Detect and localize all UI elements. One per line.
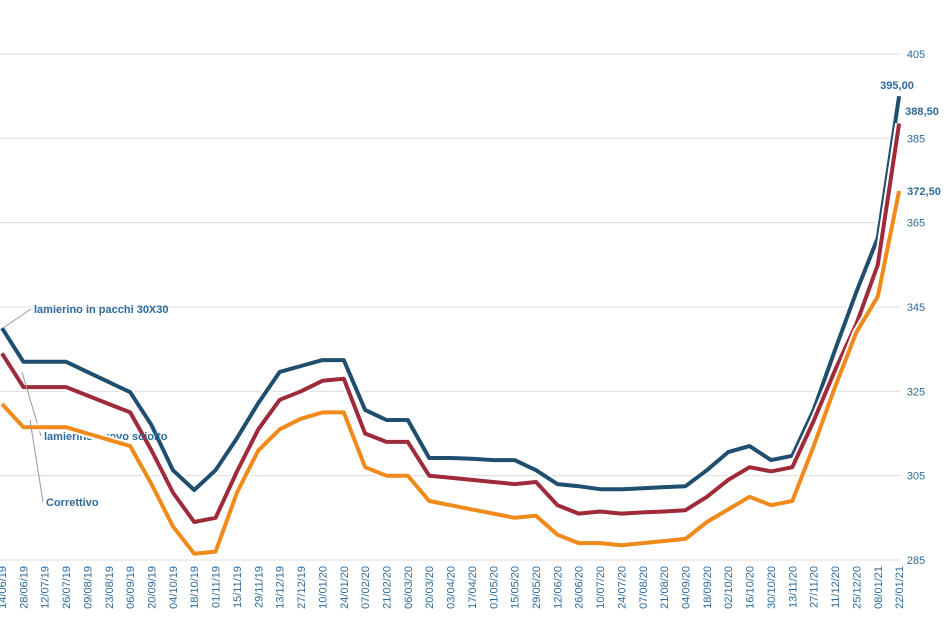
x-tick-label: 25/12/20: [851, 566, 863, 609]
x-tick-label: 08/01/21: [873, 566, 885, 609]
x-tick-label: 29/05/20: [531, 566, 543, 609]
x-tick-label: 29/11/19: [253, 566, 265, 608]
x-tick-label: 20/03/20: [424, 566, 436, 609]
x-tick-label: 10/07/20: [595, 566, 607, 609]
x-tick-label: 04/09/20: [681, 566, 693, 609]
y-tick-label: 305: [907, 471, 925, 483]
x-tick-label: 07/02/20: [360, 566, 372, 609]
x-tick-label: 11/12/20: [830, 566, 842, 608]
series-line: [0, 95, 902, 492]
y-tick-label: 365: [907, 218, 925, 230]
value-label: 395,00: [880, 80, 914, 92]
series-line: [0, 190, 902, 556]
x-tick-label: 12/06/20: [552, 566, 564, 609]
x-tick-label: 24/07/20: [616, 566, 628, 609]
value-label: 372,50: [907, 186, 941, 198]
value-label: 388,50: [905, 106, 939, 118]
x-tick-label: 06/09/19: [125, 566, 137, 609]
y-tick-label: 405: [907, 49, 925, 61]
x-tick-label: 28/06/19: [18, 566, 30, 609]
x-tick-label: 13/12/19: [275, 566, 287, 609]
leader-line: [29, 419, 44, 503]
x-tick-label: 06/03/20: [403, 566, 415, 609]
x-tick-label: 21/08/20: [659, 566, 671, 609]
x-tick-label: 07/08/20: [638, 566, 650, 609]
x-tick-label: 18/09/20: [702, 566, 714, 609]
x-tick-label: 12/07/19: [40, 566, 52, 609]
y-tick-label: 385: [907, 133, 925, 145]
x-tick-label: 04/10/19: [168, 566, 180, 609]
series-line: [0, 123, 902, 524]
x-tick-label: 27/11/20: [809, 566, 821, 608]
x-tick-label: 17/04/20: [467, 566, 479, 609]
y-tick-label: 325: [907, 386, 925, 398]
x-tick-label: 26/06/20: [574, 566, 586, 609]
x-tick-label: 26/07/19: [61, 566, 73, 609]
x-tick-label: 02/10/20: [723, 566, 735, 609]
x-tick-label: 18/10/19: [189, 566, 201, 609]
leader-line: [2, 308, 32, 329]
x-tick-label: 24/01/20: [339, 566, 351, 609]
x-tick-label: 15/11/19: [232, 566, 244, 608]
x-tick-label: 21/02/20: [381, 566, 393, 609]
x-tick-label: 01/11/19: [211, 566, 223, 608]
x-tick-label: 30/10/20: [766, 566, 778, 609]
line-halo: [0, 190, 904, 558]
x-tick-label: 22/01/21: [894, 566, 906, 609]
x-tick-label: 03/04/20: [446, 566, 458, 609]
legend-label: Correttivo: [46, 497, 99, 509]
x-tick-label: 27/12/19: [296, 566, 308, 609]
x-tick-label: 23/08/19: [104, 566, 116, 609]
y-tick-label: 285: [907, 555, 925, 567]
x-tick-label: 15/05/20: [510, 566, 522, 609]
y-tick-label: 345: [907, 302, 925, 314]
x-tick-label: 20/09/19: [147, 566, 159, 609]
x-tick-label: 14/06/19: [0, 566, 9, 609]
x-tick-label: 09/08/19: [82, 566, 94, 609]
x-tick-label: 10/01/20: [317, 566, 329, 609]
x-tick-label: 01/05/20: [488, 566, 500, 609]
legend-label: lamierino in pacchi 30X30: [34, 304, 169, 316]
x-tick-label: 13/11/20: [787, 566, 799, 608]
x-tick-label: 16/10/20: [745, 566, 757, 609]
